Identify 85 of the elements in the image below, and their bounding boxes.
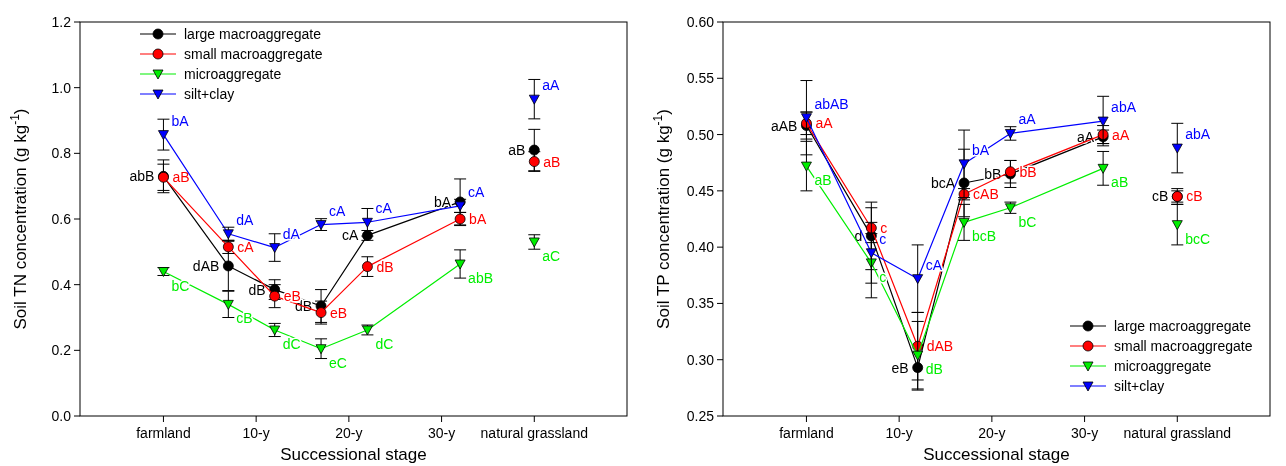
data-label: cA — [237, 238, 255, 255]
data-label: abB — [129, 168, 155, 185]
data-label: aA — [1112, 126, 1130, 143]
data-label: dC — [375, 335, 394, 352]
data-label: cA — [468, 183, 486, 200]
data-label: bcC — [1185, 230, 1211, 247]
data-label: aA — [815, 115, 834, 132]
x-tick-label: farmland — [779, 425, 834, 441]
data-label: aA — [542, 77, 561, 94]
data-label: aB — [508, 142, 526, 159]
y-tick-label: 1.2 — [51, 14, 72, 30]
data-label: cA — [925, 256, 943, 273]
y-tick-label: 0.25 — [686, 408, 715, 424]
data-label: dB — [376, 258, 394, 275]
y-tick-label: 0.55 — [686, 70, 715, 87]
data-label: dC — [282, 335, 301, 352]
data-label: aAB — [770, 117, 798, 134]
x-axis-title: Successional stage — [923, 445, 1070, 464]
data-label: cB — [1151, 188, 1169, 205]
y-tick-label: 1.0 — [51, 79, 72, 96]
x-axis-title: Successional stage — [280, 445, 427, 464]
data-label: aA — [1076, 128, 1095, 145]
x-tick-label: 10-y — [885, 425, 913, 441]
y-tick-label: 0.45 — [686, 182, 715, 199]
data-label: aB — [543, 153, 561, 170]
data-label: bA — [433, 193, 452, 210]
data-label: dB — [248, 281, 266, 298]
data-label: cB — [1186, 188, 1203, 205]
legend-label: small macroaggregate — [1114, 338, 1253, 354]
data-label: aA — [1018, 111, 1037, 128]
y-tick-label: 0.4 — [51, 276, 72, 293]
legend-label: microaggregate — [1114, 358, 1212, 374]
data-label: cB — [236, 310, 253, 327]
data-label: bcA — [930, 174, 956, 191]
data-label: bA — [171, 112, 190, 129]
legend-label: silt+clay — [1114, 378, 1165, 394]
data-label: bC — [1018, 213, 1037, 230]
legend-label: large macroaggregate — [184, 26, 322, 42]
data-label: aB — [814, 172, 832, 189]
data-label: aB — [172, 169, 190, 186]
data-label: aB — [1111, 174, 1129, 191]
data-label: abA — [1111, 99, 1137, 116]
data-label: bB — [1019, 163, 1037, 180]
data-label: c — [879, 268, 887, 285]
data-label: bcB — [972, 228, 997, 245]
y-tick-label: 0.35 — [686, 295, 715, 312]
y-tick-label: 0.6 — [51, 211, 72, 227]
x-tick-label: natural grassland — [480, 425, 588, 441]
x-tick-label: 10-y — [242, 425, 270, 441]
y-tick-label: 0.2 — [51, 342, 72, 359]
data-label: bA — [469, 211, 487, 227]
data-label: d — [854, 227, 863, 244]
legend-label: microaggregate — [184, 66, 282, 82]
data-label: eB — [891, 359, 909, 376]
x-tick-label: farmland — [136, 425, 191, 441]
y-tick-label: 0.50 — [686, 126, 715, 143]
y-tick-label: 0.8 — [51, 145, 72, 162]
data-label: eC — [329, 354, 347, 371]
data-label: cAB — [973, 186, 999, 203]
data-label: cA — [342, 227, 360, 244]
data-label: dA — [282, 225, 301, 242]
y-tick-label: 0.60 — [686, 14, 715, 30]
x-tick-label: 30-y — [1070, 425, 1099, 441]
data-label: dA — [236, 211, 255, 228]
x-tick-label: 30-y — [427, 425, 456, 441]
data-label: dAB — [926, 338, 954, 355]
x-tick-label: 20-y — [335, 425, 363, 441]
data-label: eB — [330, 304, 348, 321]
legend-label: small macroaggregate — [184, 46, 323, 62]
legend-label: silt+clay — [184, 86, 235, 102]
x-tick-label: 20-y — [978, 425, 1006, 441]
data-label: abB — [468, 269, 494, 286]
data-label: abAB — [814, 95, 849, 112]
y-tick-label: 0.0 — [51, 408, 72, 424]
data-label: cA — [375, 200, 393, 217]
data-label: dB — [925, 361, 943, 378]
data-label: bC — [171, 277, 190, 294]
data-label: aC — [542, 247, 561, 264]
x-tick-label: natural grassland — [1123, 425, 1231, 441]
data-label: dAB — [192, 257, 220, 274]
data-label: abA — [1185, 126, 1211, 143]
legend-label: large macroaggregate — [1114, 318, 1252, 334]
y-tick-label: 0.30 — [686, 351, 715, 368]
y-tick-label: 0.40 — [686, 239, 715, 256]
data-label: cA — [329, 202, 347, 219]
